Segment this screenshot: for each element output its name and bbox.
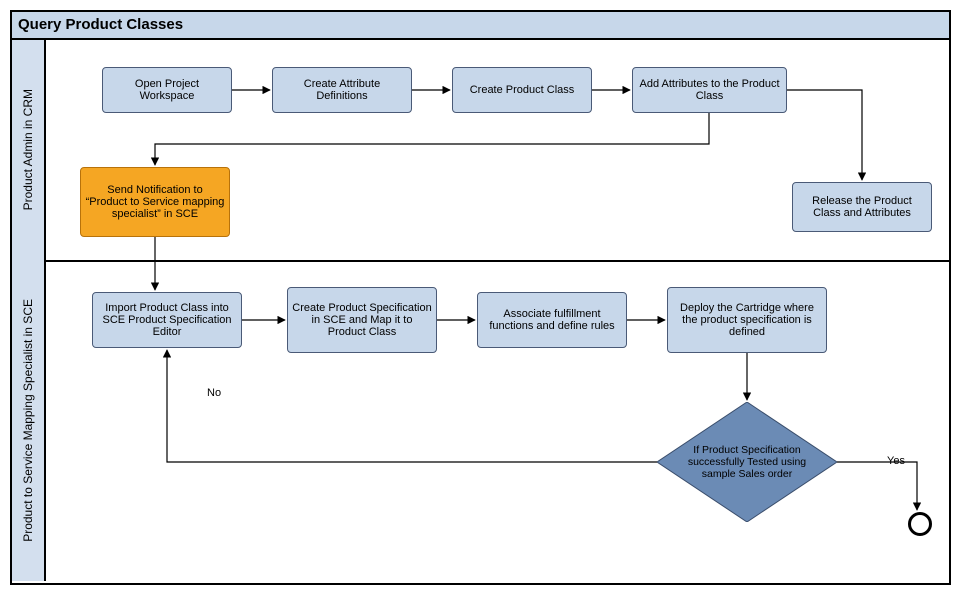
node-add-attributes: Add Attributes to the Product Class	[632, 67, 787, 113]
node-deploy-cartridge: Deploy the Cartridge where the product s…	[667, 287, 827, 353]
swimlane-diagram: Query Product Classes Product Admin in C…	[10, 10, 951, 585]
node-label: Import Product Class into SCE Product Sp…	[97, 302, 237, 338]
lane-label-mapping-specialist: Product to Service Mapping Specialist in…	[12, 260, 46, 581]
edge-label-no: No	[207, 387, 221, 399]
lane-label-text: Product Admin in CRM	[21, 89, 35, 210]
node-open-project-workspace: Open Project Workspace	[102, 67, 232, 113]
node-label: Release the Product Class and Attributes	[797, 195, 927, 219]
diagram-title: Query Product Classes	[12, 12, 949, 40]
decision-test-spec: If Product Specification successfully Te…	[657, 402, 837, 522]
node-label: Create Product Class	[470, 84, 575, 96]
node-associate-fulfillment: Associate fulfillment functions and defi…	[477, 292, 627, 348]
lane-label-product-admin: Product Admin in CRM	[12, 40, 46, 260]
node-label: Deploy the Cartridge where the product s…	[672, 302, 822, 338]
node-label: Create Attribute Definitions	[277, 78, 407, 102]
end-terminator	[908, 512, 932, 536]
node-label: Send Notification to “Product to Service…	[85, 184, 225, 220]
node-create-product-spec: Create Product Specification in SCE and …	[287, 287, 437, 353]
node-create-product-class: Create Product Class	[452, 67, 592, 113]
lane-label-text: Product to Service Mapping Specialist in…	[21, 299, 35, 542]
edge-label-yes: Yes	[887, 455, 905, 467]
node-release-product-class: Release the Product Class and Attributes	[792, 182, 932, 232]
node-label: Create Product Specification in SCE and …	[292, 302, 432, 338]
node-label: Associate fulfillment functions and defi…	[482, 308, 622, 332]
node-send-notification: Send Notification to “Product to Service…	[80, 167, 230, 237]
node-create-attribute-definitions: Create Attribute Definitions	[272, 67, 412, 113]
node-label: Open Project Workspace	[107, 78, 227, 102]
decision-label: If Product Specification successfully Te…	[657, 402, 837, 522]
node-import-product-class: Import Product Class into SCE Product Sp…	[92, 292, 242, 348]
node-label: Add Attributes to the Product Class	[637, 78, 782, 102]
